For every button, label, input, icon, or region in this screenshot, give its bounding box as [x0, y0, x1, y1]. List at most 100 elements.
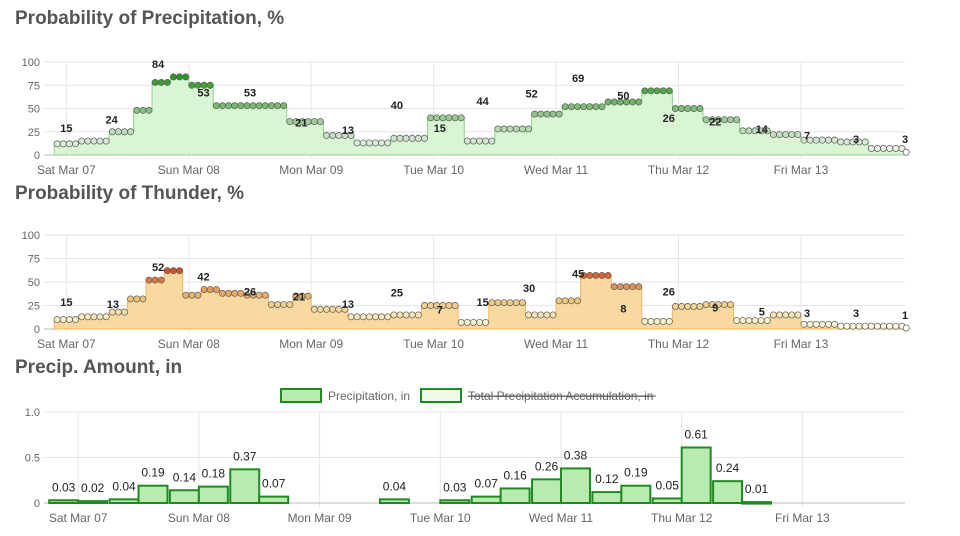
data-point — [629, 283, 637, 291]
x-tick-label: Mon Mar 09 — [279, 337, 343, 351]
data-point — [261, 102, 269, 110]
data-label: 3 — [804, 308, 810, 320]
bar-value-label: 0.12 — [595, 472, 619, 486]
data-point — [837, 322, 845, 330]
data-point — [151, 79, 159, 86]
data-point — [280, 301, 288, 309]
data-point — [170, 267, 177, 275]
data-label: 15 — [476, 297, 488, 309]
data-point — [365, 313, 373, 321]
data-point — [188, 291, 196, 299]
data-point — [892, 145, 900, 152]
data-point — [206, 81, 214, 89]
data-point — [402, 311, 410, 319]
data-point — [72, 140, 79, 148]
data-point — [818, 320, 826, 328]
data-point — [133, 295, 141, 303]
data-label: 22 — [709, 117, 721, 129]
data-label: 13 — [107, 299, 119, 311]
data-point — [604, 271, 612, 279]
bar-value-label: 0.04 — [112, 479, 136, 493]
data-point — [555, 110, 563, 118]
data-point — [727, 116, 734, 124]
data-point — [561, 103, 569, 111]
data-point — [280, 102, 288, 110]
data-point — [598, 271, 606, 279]
data-point — [255, 291, 263, 299]
data-point — [476, 318, 484, 326]
data-point — [451, 114, 459, 122]
data-point — [720, 301, 728, 309]
amount-chart-title: Precip. Amount, in — [15, 357, 183, 378]
x-tick-label: Wed Mar 11 — [524, 337, 589, 351]
data-label: 26 — [663, 287, 675, 299]
precip-bar — [620, 484, 652, 504]
bar-value-label: 0.26 — [535, 459, 559, 473]
data-point — [506, 299, 514, 307]
x-tick-label: Sat Mar 07 — [49, 511, 108, 525]
data-point — [653, 318, 661, 325]
data-point — [225, 102, 233, 110]
precip-probability-chart: 0 25 50 75 100 Sat Mar 07 Sun Mar 08 Mon Mar 09… — [22, 57, 910, 177]
data-point — [880, 322, 888, 330]
data-point — [59, 316, 67, 324]
data-point — [598, 103, 606, 111]
bar-value-label: 0.19 — [141, 466, 165, 480]
data-point — [96, 313, 104, 321]
data-label: 15 — [60, 297, 72, 309]
data-point — [788, 131, 796, 138]
legend-swatch-precipitation — [280, 388, 322, 403]
data-point — [788, 311, 796, 319]
data-label: 50 — [617, 91, 629, 103]
data-point — [739, 317, 747, 324]
data-point — [225, 289, 233, 297]
data-point — [396, 311, 404, 319]
data-point — [623, 283, 630, 291]
data-point — [286, 118, 294, 125]
x-tick-label: Tue Mar 10 — [410, 511, 471, 525]
y-tick-label: 1.0 — [25, 407, 40, 419]
data-point — [512, 125, 520, 133]
data-point — [139, 106, 147, 114]
data-point — [543, 311, 551, 319]
data-point — [133, 106, 141, 114]
x-tick-label: Thu Mar 12 — [651, 511, 713, 525]
bar-value-label: 0.38 — [564, 448, 588, 462]
data-point — [127, 128, 135, 136]
data-point — [488, 137, 496, 145]
precip-bar — [378, 498, 410, 505]
bar-value-label: 0.19 — [624, 466, 648, 480]
data-label: 25 — [391, 288, 403, 300]
data-point — [586, 271, 594, 279]
data-label: 9 — [712, 303, 718, 315]
data-point — [267, 301, 275, 309]
precip-bar — [531, 478, 562, 504]
data-point — [849, 322, 857, 330]
data-label: 3 — [853, 308, 859, 320]
precip-bar — [470, 495, 502, 504]
data-point — [365, 139, 373, 147]
data-point — [65, 316, 73, 324]
data-point — [72, 316, 79, 324]
data-point — [353, 313, 361, 321]
data-point — [439, 114, 447, 122]
data-point — [457, 114, 465, 122]
data-point — [641, 318, 649, 325]
y-tick-label: 0.5 — [25, 453, 40, 465]
data-point — [659, 87, 667, 95]
data-point — [494, 299, 502, 307]
data-point — [574, 103, 581, 111]
data-point — [861, 138, 869, 146]
bar-value-label: 0.37 — [233, 449, 257, 463]
data-label: 53 — [244, 88, 256, 100]
data-point — [421, 302, 428, 309]
data-point — [182, 73, 190, 81]
precip-bar — [229, 468, 261, 504]
y-tick-label: 50 — [28, 104, 40, 116]
thunder-chart-title: Probability of Thunder, % — [15, 183, 245, 204]
x-tick-label: Thu Mar 12 — [648, 337, 710, 351]
data-point — [647, 87, 655, 95]
data-point — [831, 136, 839, 144]
data-label: 84 — [152, 59, 165, 71]
x-tick-label: Sat Mar 07 — [37, 337, 96, 351]
